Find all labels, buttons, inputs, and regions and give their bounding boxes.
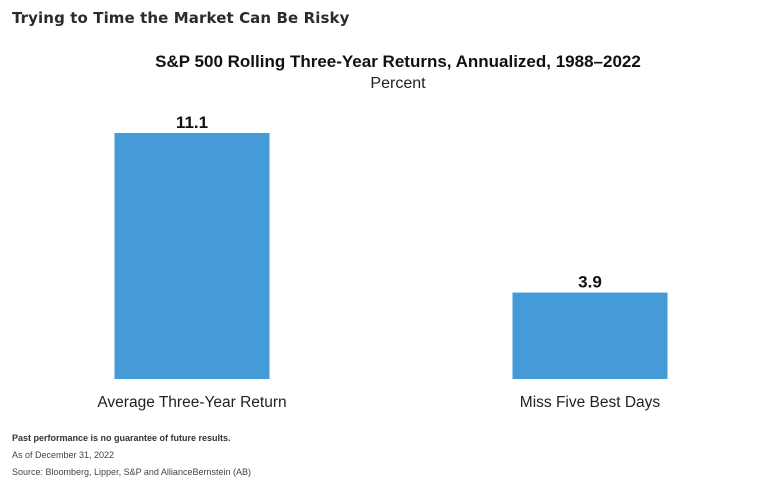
source-note: Source: Bloomberg, Lipper, S&P and Allia… bbox=[12, 467, 251, 477]
bar-0 bbox=[114, 133, 270, 379]
page-headline: Trying to Time the Market Can Be Risky bbox=[12, 9, 350, 27]
as-of-date: As of December 31, 2022 bbox=[12, 450, 115, 460]
chart-title: S&P 500 Rolling Three-Year Returns, Annu… bbox=[155, 52, 641, 71]
category-label-miss-five-best-days: Miss Five Best Days bbox=[519, 394, 661, 411]
bar-1 bbox=[512, 292, 668, 379]
bar-value-label-1: 3.9 bbox=[578, 273, 602, 292]
category-label-average-three-year-return: Average Three-Year Return bbox=[97, 394, 287, 411]
bar-value-label-0: 11.1 bbox=[176, 113, 208, 132]
chart-subtitle: Percent bbox=[370, 75, 426, 92]
past-performance-disclaimer: Past performance is no guarantee of futu… bbox=[12, 433, 231, 443]
